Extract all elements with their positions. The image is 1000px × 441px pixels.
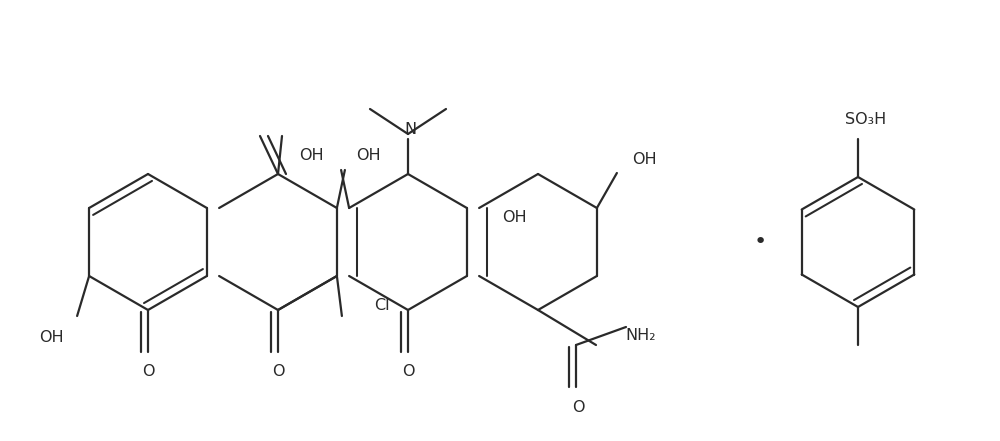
Text: OH: OH: [39, 330, 63, 345]
Text: N: N: [404, 123, 416, 138]
Text: •: •: [753, 232, 767, 252]
Text: O: O: [272, 365, 284, 380]
Text: OH: OH: [357, 149, 381, 164]
Text: NH₂: NH₂: [626, 328, 656, 343]
Text: O: O: [142, 365, 154, 380]
Text: O: O: [572, 400, 584, 415]
Text: OH: OH: [299, 149, 323, 164]
Text: OH: OH: [503, 210, 527, 225]
Text: SO₃H: SO₃H: [845, 112, 887, 127]
Text: OH: OH: [633, 153, 657, 168]
Text: O: O: [402, 365, 414, 380]
Text: Cl: Cl: [374, 299, 390, 314]
